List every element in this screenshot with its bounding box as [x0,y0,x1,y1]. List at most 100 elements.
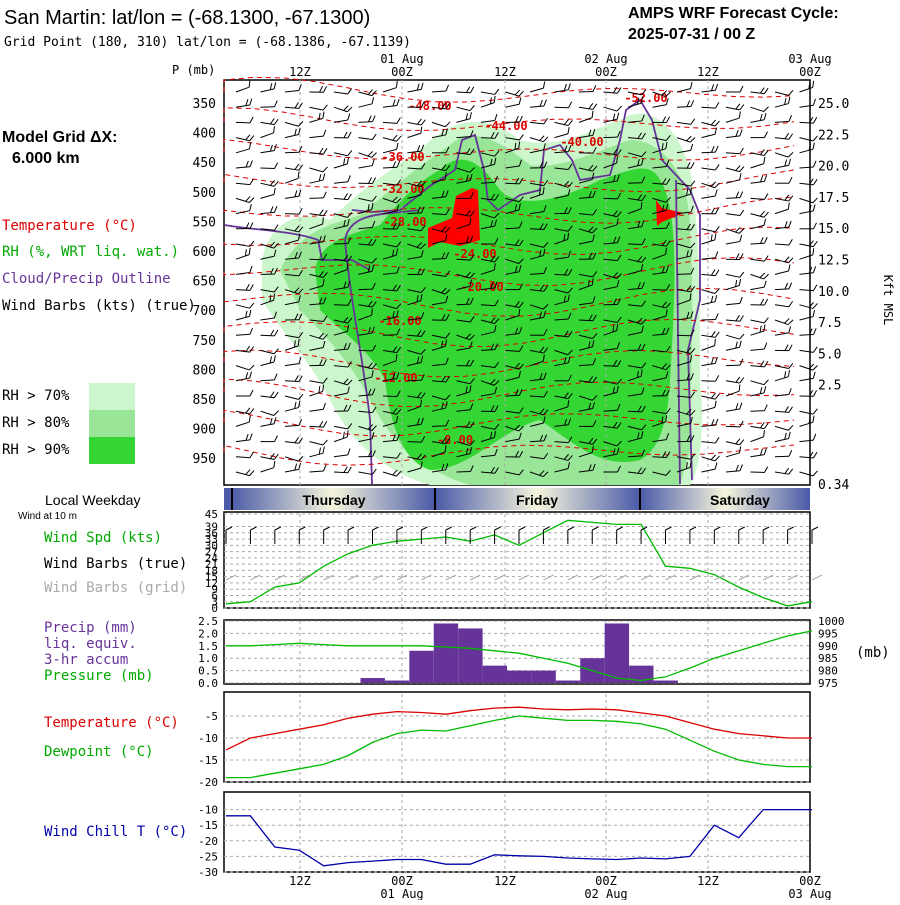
precip-bar [434,623,458,683]
pressure-tick: 450 [193,156,216,171]
y-tick-right: 975 [818,677,838,690]
precip-bar [605,623,629,683]
precip-bar [361,678,385,683]
y-tick: -30 [198,866,218,879]
y-tick: -20 [198,835,218,848]
date-label: 03 Aug [788,887,831,900]
height-tick: 10.0 [818,285,849,300]
time-tick-label: 12Z [697,65,719,79]
model-grid-label: Model Grid ΔX: [2,129,118,146]
time-tick-label: 00Z [595,874,617,888]
y-tick: 45 [205,508,218,521]
height-tick: 5.0 [818,347,841,362]
temp-contour-label: -16.00 [378,314,421,328]
temp-panel-frame [224,692,810,782]
y-tick: -20 [198,776,218,789]
local-weekday-label: Local Weekday [45,492,140,508]
pressure-tick: 350 [193,97,216,112]
time-tick-label: 00Z [799,65,821,79]
y-tick: -15 [198,754,218,767]
precip-bar [556,681,580,683]
rh70-swatch [89,383,135,410]
rh-legend: RH (%, WRT liq. wat.) [2,244,179,260]
pressure-label: Pressure (mb) [44,668,154,684]
precip-label: Precip (mm) [44,620,137,636]
precip-bar [531,671,555,683]
height-tick: 0.34 [818,478,849,493]
rh80-label: RH > 80% [2,415,70,431]
y-tick: 2.0 [198,627,218,640]
barbs-true-label: Wind Barbs (true) [44,556,187,572]
time-tick-label: 00Z [799,874,821,888]
y-tick: -5 [205,710,218,723]
windchill-panel-frame [224,792,810,872]
cycle-label: AMPS WRF Forecast Cycle: [628,5,839,22]
y-tick: -15 [198,819,218,832]
temperature-legend: Temperature (°C) [2,218,137,234]
y-tick: -25 [198,850,218,863]
rh90-swatch [89,437,135,464]
date-label: 02 Aug [584,887,627,900]
time-tick-label: 00Z [391,874,413,888]
cycle-value: 2025-07-31 / 00 Z [628,26,755,43]
weekday-bar: Thursday Friday Saturday [224,488,810,510]
height-tick: 25.0 [818,97,849,112]
time-tick-label: 12Z [289,874,311,888]
pressure-tick: 800 [193,363,216,378]
time-tick-label: 12Z [289,65,311,79]
time-tick-label: 12Z [494,65,516,79]
height-tick: 20.0 [818,160,849,175]
y-tick-right: 985 [818,652,838,665]
pressure-tick: 950 [193,452,216,467]
precip-bar [458,628,482,683]
y-tick: 0.5 [198,665,218,678]
temp-contour-label: -28.00 [383,215,426,229]
y-tick: 0.0 [198,677,218,690]
day-segment [224,488,230,510]
y-tick: 0 [211,602,218,615]
y-tick-right: 995 [818,627,838,640]
y-tick-right: 980 [818,665,838,678]
time-tick-label: 12Z [697,874,719,888]
y-tick-right: 990 [818,640,838,653]
date-label: 01 Aug [380,887,423,900]
temp-contour-label: -12.00 [374,371,417,385]
precip-bar [409,651,433,683]
precip-bar [654,681,678,683]
liq-label: liq. equiv. [44,636,137,652]
dewpoint-label: Dewpoint (°C) [44,744,154,760]
time-tick-label: 00Z [595,65,617,79]
height-tick: 7.5 [818,316,841,331]
height-tick: 12.5 [818,254,849,269]
time-tick-label: 00Z [391,65,413,79]
temp-contour-label: -24.00 [453,247,496,261]
y-tick: 2.5 [198,615,218,628]
pressure-tick: 400 [193,127,216,142]
model-dx-label: 6.000 km [12,150,80,167]
weekday-label: Friday [516,492,558,508]
y-tick: -10 [198,804,218,817]
pressure-tick: 850 [193,393,216,408]
height-tick: 17.5 [818,191,849,206]
windchill-label: Wind Chill T (°C) [44,824,187,840]
weekday-label: Saturday [710,492,770,508]
height-tick: 15.0 [818,222,849,237]
temp-contour-label: -48.00 [408,99,451,113]
time-tick-label: 12Z [494,874,516,888]
surface-wind-barb [812,527,818,544]
pressure-unit: (mb) [856,645,890,661]
cross-section-panel: -48.00-44.00-52.00-40.00-36.00-32.00-28.… [193,77,895,493]
pressure-tick: 550 [193,215,216,230]
pressure-tick: 750 [193,334,216,349]
precip-bar [385,681,409,683]
pressure-tick: 600 [193,245,216,260]
height-tick: 2.5 [818,379,841,394]
precip-bar [483,666,507,683]
y-tick: 1.5 [198,640,218,653]
grid-point-label: Grid Point (180, 310) lat/lon = (-68.138… [4,35,411,50]
height-axis-title: Kft MSL [881,275,895,326]
date-label: 02 Aug [584,52,627,66]
